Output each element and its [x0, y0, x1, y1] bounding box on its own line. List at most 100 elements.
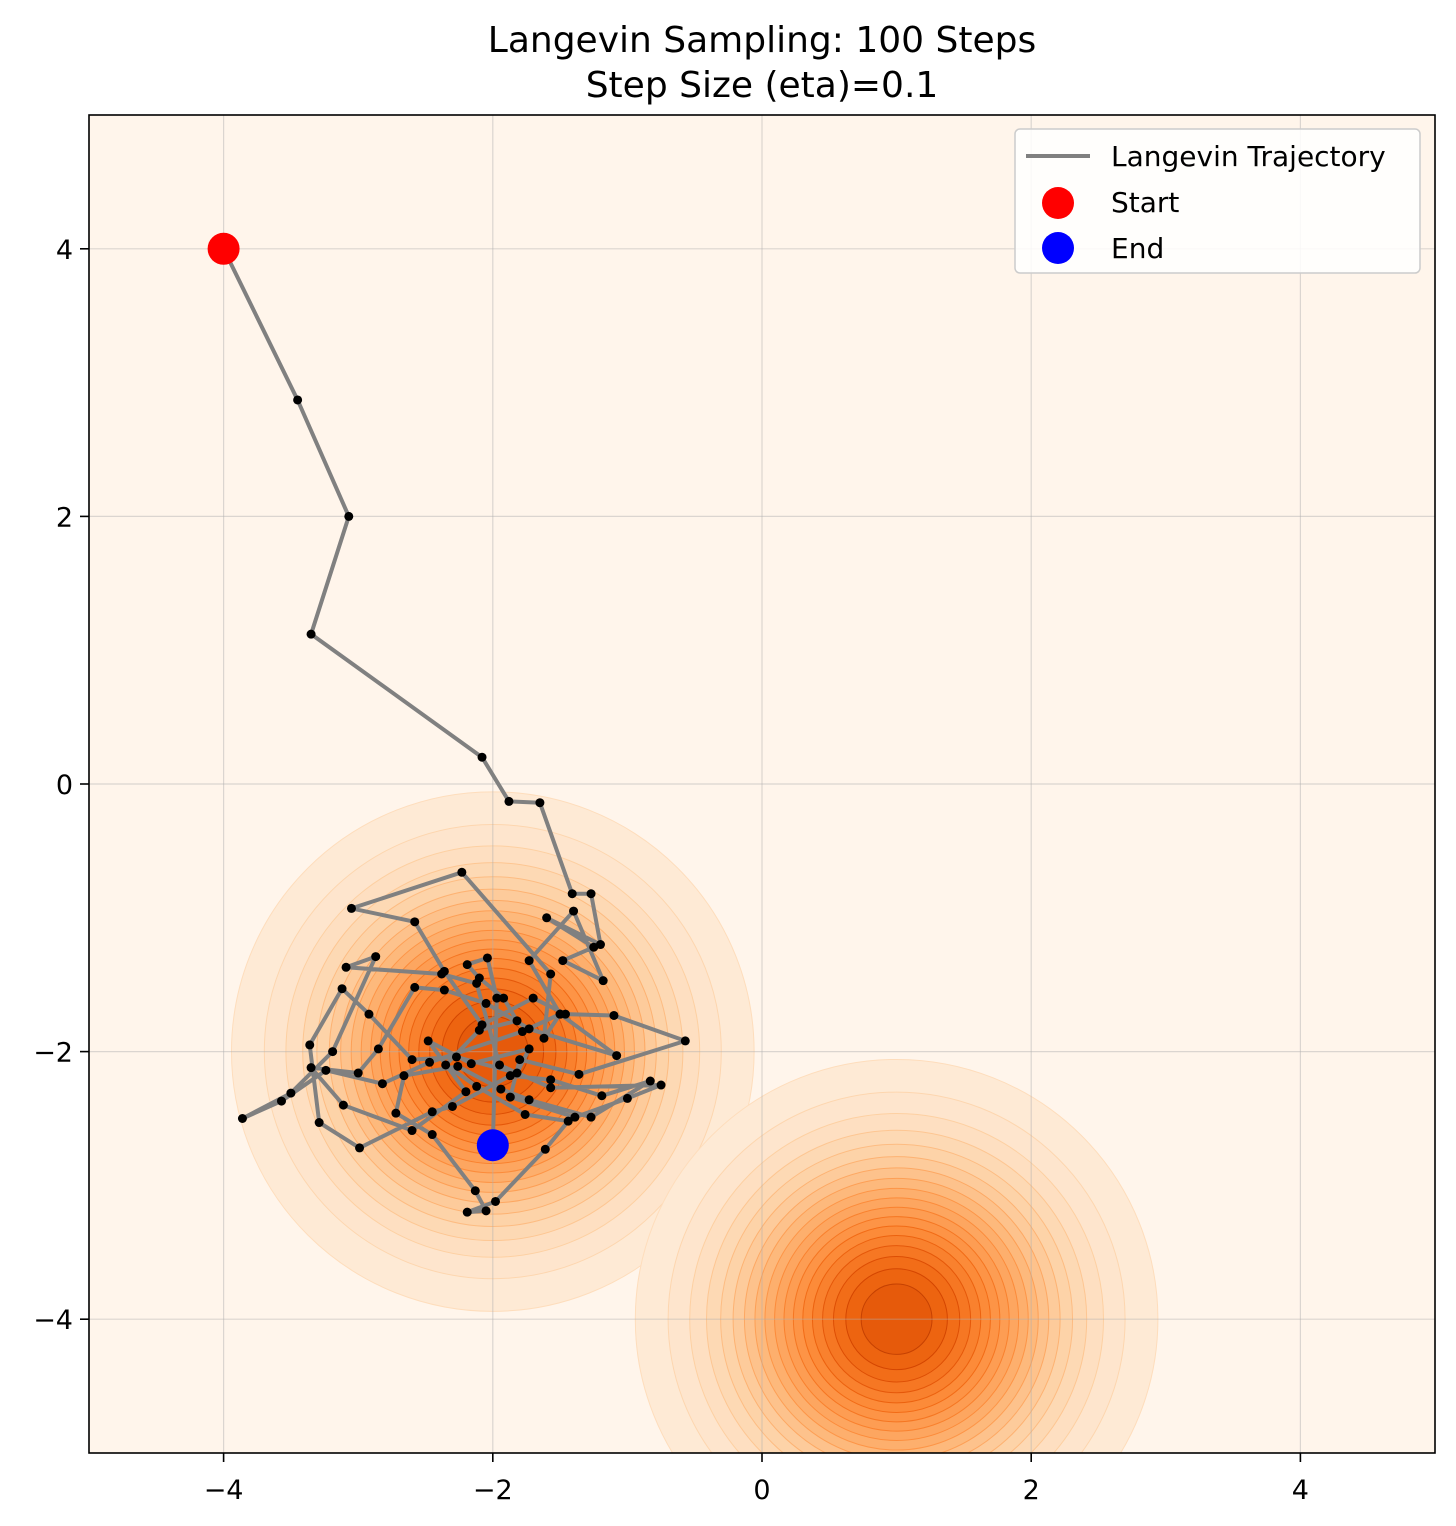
x-tick-label: 0	[753, 1475, 770, 1506]
trajectory-point	[353, 1068, 363, 1078]
trajectory-point	[524, 1044, 534, 1054]
trajectory-point	[546, 1083, 556, 1093]
trajectory-point	[474, 1025, 484, 1035]
x-tick-label: −2	[473, 1475, 513, 1506]
legend: Langevin Trajectory Start End	[1014, 128, 1421, 274]
grid	[89, 115, 1435, 1453]
trajectory-point	[472, 1081, 482, 1091]
trajectory-point	[338, 1100, 348, 1110]
trajectory-point	[355, 1143, 365, 1153]
trajectory-point	[595, 940, 605, 950]
trajectory-point	[321, 1065, 331, 1075]
chart-title-line2: Step Size (eta)=0.1	[586, 65, 939, 106]
trajectory-point	[427, 1107, 437, 1117]
trajectory-point	[425, 1057, 435, 1067]
trajectory-point	[567, 889, 577, 899]
legend-box	[1014, 128, 1421, 274]
trajectory-point	[569, 906, 579, 916]
trajectory-point	[364, 1009, 374, 1019]
trajectory-point	[558, 956, 568, 966]
legend-start-swatch	[1042, 187, 1074, 219]
trajectory-point	[470, 1186, 480, 1196]
trajectory-point	[574, 1069, 584, 1079]
trajectory-point	[391, 1108, 401, 1118]
trajectory-point	[341, 962, 351, 972]
trajectory-point	[457, 867, 467, 877]
trajectory-point	[546, 969, 556, 979]
trajectory-point	[423, 1036, 433, 1046]
trajectory-point	[237, 1114, 247, 1123]
trajectory-point	[328, 1047, 338, 1057]
trajectory-point	[656, 1080, 666, 1090]
trajectory-point	[407, 1055, 417, 1065]
trajectory-point	[305, 1040, 315, 1050]
trajectory-point	[535, 798, 545, 808]
trajectory-point	[622, 1093, 632, 1103]
y-tick-label: −2	[33, 1038, 73, 1069]
trajectory-point	[515, 1055, 525, 1065]
trajectory-point	[441, 1060, 451, 1070]
legend-trajectory-label: Langevin Trajectory	[1111, 140, 1386, 173]
trajectory-point	[373, 1044, 383, 1054]
trajectory-point	[462, 1207, 472, 1217]
trajectory-point	[447, 1101, 457, 1111]
y-tick-label: −4	[33, 1305, 73, 1336]
trajectory-point	[293, 395, 303, 405]
trajectory-point	[570, 1112, 580, 1122]
start-marker	[207, 232, 240, 265]
trajectory-point	[462, 960, 472, 970]
trajectory-point	[477, 752, 487, 762]
trajectory-point	[496, 1084, 506, 1094]
trajectory-point	[407, 1126, 417, 1136]
trajectory-point	[504, 796, 514, 806]
trajectory-point	[546, 1075, 556, 1085]
x-axis: −4 −2 0 2 4	[204, 1453, 1309, 1506]
trajectory-point	[481, 1206, 491, 1216]
trajectory-point	[276, 1096, 286, 1106]
trajectory-point	[314, 1118, 324, 1128]
x-tick-label: 2	[1023, 1475, 1040, 1506]
y-tick-label: 0	[56, 770, 73, 801]
trajectory-point	[451, 1052, 461, 1062]
end-marker	[476, 1129, 509, 1162]
trajectory-point	[410, 982, 420, 992]
trajectory-point	[524, 956, 534, 966]
trajectory-point	[609, 1010, 619, 1020]
density-component-2	[634, 1059, 1159, 1453]
trajectory-point	[399, 1071, 409, 1081]
trajectory-point	[540, 1144, 550, 1154]
trajectory-point	[427, 1130, 437, 1140]
trajectory-point	[466, 1059, 476, 1069]
trajectory-point	[482, 953, 492, 963]
trajectory-point	[505, 1071, 515, 1081]
y-tick-label: 4	[56, 235, 73, 266]
trajectory-point	[481, 998, 491, 1008]
trajectory-point	[453, 1061, 463, 1071]
trajectory-point	[645, 1076, 655, 1086]
trajectory-point	[410, 917, 420, 927]
trajectory-point	[437, 969, 447, 979]
trajectory-point	[586, 1112, 596, 1122]
trajectory-point	[495, 1060, 505, 1070]
trajectory-point	[598, 976, 608, 986]
trajectory-point	[597, 1091, 607, 1101]
trajectory-layer	[207, 232, 690, 1217]
trajectory-point	[586, 889, 596, 899]
trajectory-point	[680, 1036, 690, 1046]
trajectory-point	[520, 1109, 530, 1119]
trajectory-point	[517, 1027, 527, 1037]
trajectory-point	[563, 1116, 573, 1126]
trajectory-point	[306, 629, 316, 639]
trajectory-point	[539, 1033, 549, 1043]
trajectory-point	[528, 993, 538, 1003]
trajectory-point	[490, 1196, 500, 1206]
trajectory-point	[512, 1016, 522, 1026]
trajectory-point	[306, 1063, 316, 1073]
trajectory-point	[346, 903, 356, 913]
trajectory-point	[505, 1092, 515, 1102]
legend-start-label: Start	[1111, 186, 1179, 219]
trajectory-point	[499, 993, 509, 1003]
density-level	[860, 1283, 933, 1355]
x-tick-label: −4	[204, 1475, 244, 1506]
